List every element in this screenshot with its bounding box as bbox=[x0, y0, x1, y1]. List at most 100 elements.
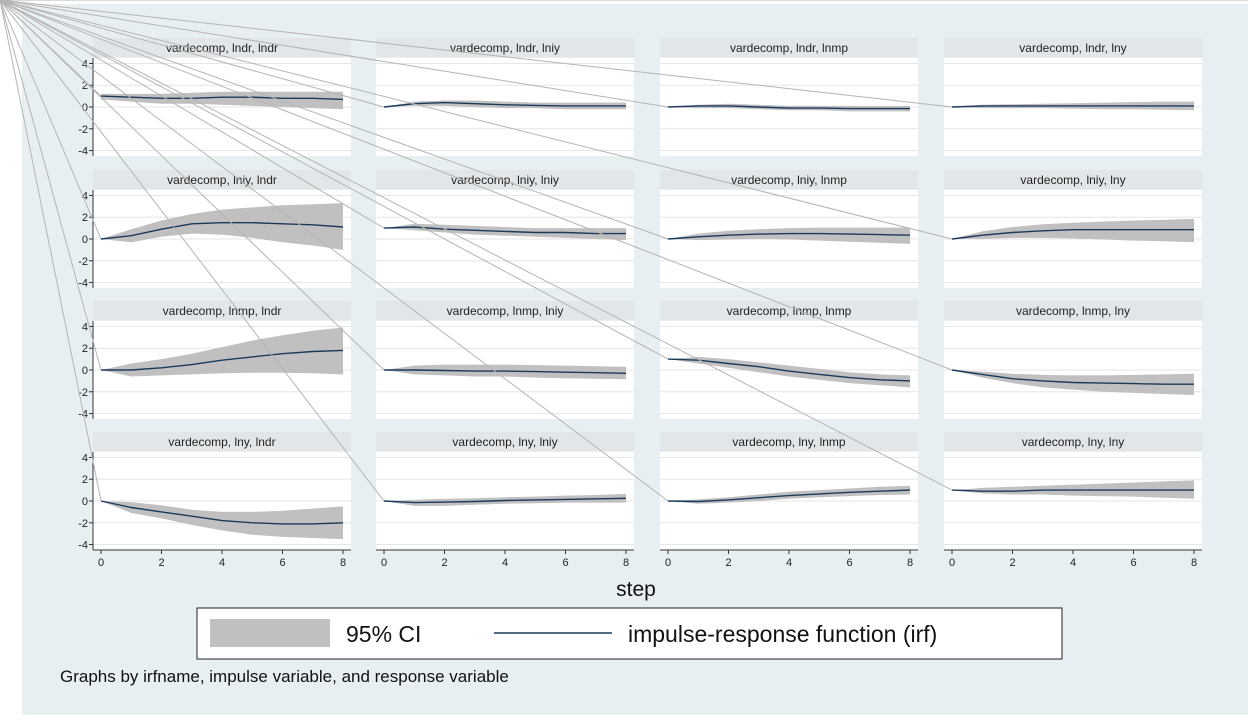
panel-title-strip bbox=[376, 170, 634, 189]
panel-title: vardecomp, lniy, lndr bbox=[167, 173, 277, 187]
artifact-line bbox=[0, 0, 385, 502]
panel-title-strip bbox=[93, 301, 351, 320]
y-tick-label: 2 bbox=[82, 474, 88, 486]
x-tick-label: 2 bbox=[1009, 557, 1015, 569]
artifact-line bbox=[0, 0, 385, 371]
panel-title: vardecomp, lnmp, lndr bbox=[163, 304, 282, 318]
panel-title: vardecomp, lny, lniy bbox=[452, 435, 557, 449]
panel-title-strip bbox=[93, 432, 351, 451]
legend-label-ci: 95% CI bbox=[346, 621, 421, 647]
figure-note: Graphs by irfname, impulse variable, and… bbox=[60, 667, 509, 686]
y-tick-label: -2 bbox=[78, 387, 88, 399]
panel-5: vardecomp, lniy, lndr 4 2 0 -2 -4 bbox=[78, 170, 351, 290]
x-tick-label: 4 bbox=[219, 557, 225, 569]
irf-line bbox=[667, 489, 911, 503]
panel-2: vardecomp, lndr, lniy bbox=[376, 38, 634, 156]
legend: 95% CI impulse-response function (irf) bbox=[196, 607, 1063, 660]
legend-label-irf: impulse-response function (irf) bbox=[628, 621, 937, 647]
panel-title-strip bbox=[660, 301, 918, 320]
panel-title-strip bbox=[93, 170, 351, 189]
x-axis-title: step bbox=[616, 578, 656, 601]
x-tick-label: 6 bbox=[1130, 557, 1136, 569]
artifact-line bbox=[0, 0, 953, 240]
panel-8: vardecomp, lniy, lny bbox=[944, 170, 1202, 288]
panel-15: vardecomp, lny, lnmp 0 2 4 6 8 bbox=[660, 432, 918, 569]
legend-box bbox=[196, 607, 1063, 660]
x-tick-label: 4 bbox=[786, 557, 792, 569]
legend-swatch-ci bbox=[210, 619, 330, 647]
ci-band bbox=[101, 203, 343, 250]
panel-title-strip bbox=[93, 38, 351, 57]
irf-line bbox=[100, 95, 344, 101]
artifact-line bbox=[0, 0, 385, 108]
y-tick-label: -4 bbox=[78, 146, 88, 158]
irf-line bbox=[383, 101, 626, 108]
irf-line bbox=[951, 228, 1194, 240]
artifact-line bbox=[0, 0, 953, 108]
panel-title: vardecomp, lny, lnmp bbox=[732, 435, 845, 449]
panel-10: vardecomp, lnmp, lniy bbox=[376, 301, 634, 419]
y-tick-label: 4 bbox=[82, 321, 88, 333]
x-tick-label: 0 bbox=[665, 557, 671, 569]
x-tick-label: 0 bbox=[381, 557, 387, 569]
irf-line bbox=[100, 221, 344, 240]
panel-title: vardecomp, lniy, lniy bbox=[451, 173, 559, 187]
panel-16: vardecomp, lny, lny 0 2 4 6 8 bbox=[944, 432, 1202, 569]
y-tick-label: 0 bbox=[82, 102, 88, 114]
panel-title-strip bbox=[376, 38, 634, 57]
irf-line bbox=[951, 489, 1194, 492]
artifact-line bbox=[0, 0, 102, 502]
x-tick-label: 8 bbox=[340, 557, 346, 569]
y-tick-label: 0 bbox=[82, 234, 88, 246]
x-tick-label: 4 bbox=[502, 557, 508, 569]
artifact-line bbox=[0, 0, 385, 229]
ci-band bbox=[384, 364, 626, 380]
x-tick-label: 8 bbox=[623, 557, 629, 569]
panel-1: vardecomp, lndr, lndr 4 2 0 -2 -4 bbox=[78, 38, 351, 158]
y-tick-label: -2 bbox=[78, 256, 88, 268]
irf-line bbox=[100, 500, 344, 525]
panel-title: vardecomp, lnmp, lniy bbox=[447, 304, 564, 318]
panel-3: vardecomp, lndr, lnmp bbox=[660, 38, 918, 156]
panel-11: vardecomp, lnmp, lnmp bbox=[660, 301, 918, 419]
y-tick-label: 4 bbox=[82, 452, 88, 464]
artifact-lines bbox=[0, 0, 1248, 502]
panel-title: vardecomp, lniy, lnmp bbox=[731, 173, 847, 187]
panel-6: vardecomp, lniy, lniy bbox=[376, 170, 634, 288]
y-tick-label: -4 bbox=[78, 278, 88, 290]
x-tick-label: 2 bbox=[158, 557, 164, 569]
panel-13: vardecomp, lny, lndr 4 2 0 -2 -4 0 2 4 6 8 bbox=[78, 432, 351, 569]
panel-title: vardecomp, lndr, lny bbox=[1019, 41, 1126, 55]
y-tick-label: 2 bbox=[82, 80, 88, 92]
ci-band bbox=[668, 356, 910, 388]
x-tick-label: 4 bbox=[1070, 557, 1076, 569]
irf-line bbox=[383, 497, 627, 504]
panel-title-strip bbox=[376, 432, 634, 451]
x-tick-label: 8 bbox=[1191, 557, 1197, 569]
y-tick-label: -4 bbox=[78, 540, 88, 552]
panel-title: vardecomp, lndr, lndr bbox=[166, 41, 278, 55]
artifact-line bbox=[0, 0, 102, 240]
panel-12: vardecomp, lnmp, lny bbox=[944, 301, 1202, 419]
ci-band bbox=[668, 227, 910, 244]
panel-title-strip bbox=[944, 170, 1202, 189]
irf-line bbox=[101, 349, 344, 371]
y-tick-label: 2 bbox=[82, 212, 88, 224]
panel-7: vardecomp, lniy, lnmp bbox=[660, 170, 918, 288]
y-tick-label: 0 bbox=[82, 496, 88, 508]
y-tick-label: -2 bbox=[78, 518, 88, 530]
irf-line bbox=[667, 358, 911, 382]
x-tick-label: 8 bbox=[907, 557, 913, 569]
panel-title: vardecomp, lny, lndr bbox=[168, 435, 275, 449]
irf-line bbox=[667, 105, 910, 110]
artifact-line bbox=[0, 0, 669, 360]
y-tick-label: 0 bbox=[82, 365, 88, 377]
artifact-line bbox=[0, 0, 102, 371]
artifact-line bbox=[0, 0, 953, 371]
panel-title: vardecomp, lny, lny bbox=[1022, 435, 1125, 449]
panel-title-strip bbox=[660, 432, 918, 451]
y-tick-label: 2 bbox=[82, 343, 88, 355]
